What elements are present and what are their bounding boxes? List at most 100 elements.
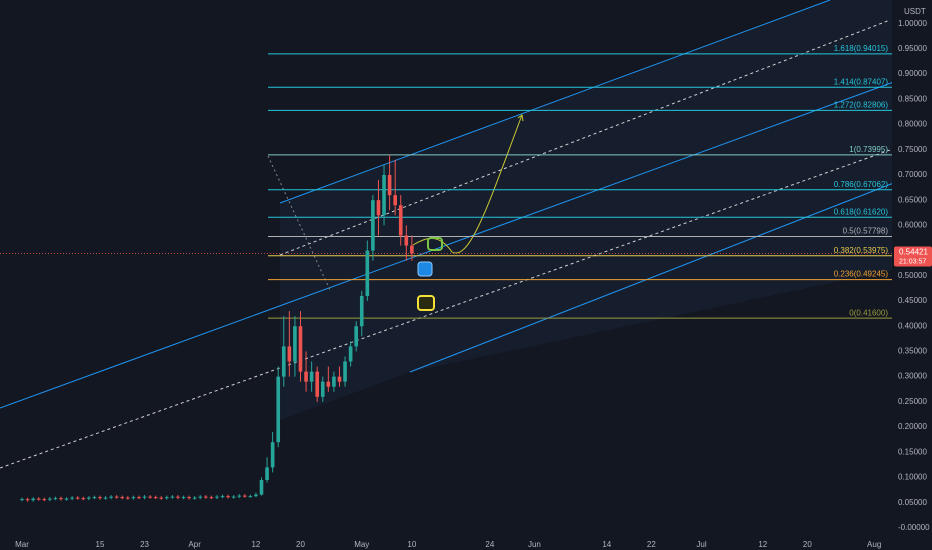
candle-body	[59, 498, 63, 500]
candle-body	[298, 326, 303, 372]
fib-level-label: 0.236(0.49245)	[834, 270, 889, 279]
candle-body	[20, 499, 24, 501]
candle-body	[187, 497, 191, 499]
x-tick-label: 20	[296, 540, 305, 549]
candle-body	[320, 381, 325, 397]
candle-body	[114, 496, 119, 498]
candle-body	[265, 467, 269, 480]
candle-body	[98, 497, 102, 499]
y-tick-label: 0.90000	[898, 69, 927, 78]
fib-level-label: 0(0.41600)	[849, 308, 888, 317]
channel-line	[0, 67, 932, 409]
candle-body	[242, 495, 247, 497]
candle-body	[170, 496, 175, 498]
candle-body	[120, 497, 125, 499]
candle-body	[109, 496, 113, 498]
candle-body	[371, 200, 375, 251]
candle-body	[148, 496, 152, 498]
candle-body	[248, 496, 253, 498]
candle-body	[126, 497, 130, 499]
candle-body	[25, 499, 30, 501]
candle-body	[81, 498, 86, 500]
candle-body	[237, 495, 242, 497]
candle-body	[92, 497, 97, 499]
last-price-badge	[894, 246, 932, 267]
candle-body	[220, 496, 225, 498]
y-tick-label: 0.45000	[898, 296, 927, 305]
candle-body	[87, 497, 91, 499]
candle-body	[348, 346, 353, 362]
candle-body	[64, 498, 69, 500]
x-tick-label: 14	[602, 540, 611, 549]
fib-level-label: 0.786(0.67062)	[834, 180, 889, 189]
candle-body	[36, 498, 41, 500]
price-axis	[892, 0, 932, 550]
y-tick-label: 0.95000	[898, 44, 927, 53]
candle-body	[359, 295, 364, 327]
x-tick-label: 24	[485, 540, 494, 549]
y-tick-label: 0.65000	[898, 195, 927, 204]
candle-body	[226, 496, 230, 498]
candle-body	[231, 496, 236, 498]
currency-label: USDT	[904, 7, 926, 16]
candle-body	[315, 371, 320, 397]
x-tick-label: 20	[803, 540, 812, 549]
candle-body	[293, 326, 297, 362]
x-tick-label: Mar	[15, 540, 29, 549]
candle-body	[203, 496, 208, 498]
candle-body	[48, 498, 52, 500]
thumbs-up-sticker	[417, 261, 433, 277]
candle-body	[75, 497, 80, 499]
y-tick-label: 0.20000	[898, 422, 927, 431]
x-tick-label: Aug	[867, 540, 881, 549]
fib-level-label: 1.272(0.82806)	[834, 100, 889, 109]
y-tick-label: -0.00000	[898, 523, 930, 532]
thumbs-up-sticker	[427, 237, 443, 251]
x-tick-label: 22	[647, 540, 656, 549]
candle-body	[181, 497, 186, 499]
y-tick-label: 0.50000	[898, 271, 927, 280]
channel-midline	[279, 19, 891, 256]
x-tick-label: 12	[251, 540, 260, 549]
fib-level-label: 1(0.73995)	[849, 145, 888, 154]
x-tick-label: 15	[96, 540, 105, 549]
y-tick-label: 0.85000	[898, 94, 927, 103]
channel-fill	[280, 0, 892, 420]
y-tick-label: 0.75000	[898, 145, 927, 154]
x-tick-label: May	[354, 540, 369, 549]
x-tick-label: 23	[140, 540, 149, 549]
candle-body	[382, 174, 386, 216]
x-tick-label: Jul	[696, 540, 706, 549]
candle-body	[254, 494, 258, 497]
candle-body	[192, 497, 197, 499]
candle-body	[343, 361, 347, 382]
candle-body	[276, 376, 281, 443]
y-tick-label: 0.70000	[898, 170, 927, 179]
candle-body	[159, 497, 164, 499]
x-tick-label: Apr	[188, 540, 201, 549]
candle-body	[270, 442, 275, 468]
candle-body	[142, 496, 147, 498]
x-tick-label: 12	[758, 540, 767, 549]
candle-body	[287, 346, 292, 362]
candle-body	[365, 250, 370, 296]
candle-body	[404, 235, 409, 246]
candle-body	[42, 499, 47, 501]
candle-body	[259, 480, 264, 495]
fib-level-label: 1.618(0.94015)	[834, 44, 889, 53]
candle-body	[209, 497, 214, 499]
arrow-head	[517, 114, 524, 122]
channel-midline	[0, 134, 932, 469]
fib-level-label: 0.618(0.61620)	[834, 207, 889, 216]
time-axis	[0, 540, 932, 550]
y-tick-label: 0.80000	[898, 120, 927, 129]
candle-body	[304, 371, 308, 382]
candle-body	[387, 174, 392, 196]
candle-body	[326, 381, 331, 387]
y-tick-label: 0.40000	[898, 321, 927, 330]
x-tick-label: 10	[407, 540, 416, 549]
fib-level-label: 0.5(0.57798)	[843, 227, 889, 236]
candle-body	[281, 346, 286, 377]
